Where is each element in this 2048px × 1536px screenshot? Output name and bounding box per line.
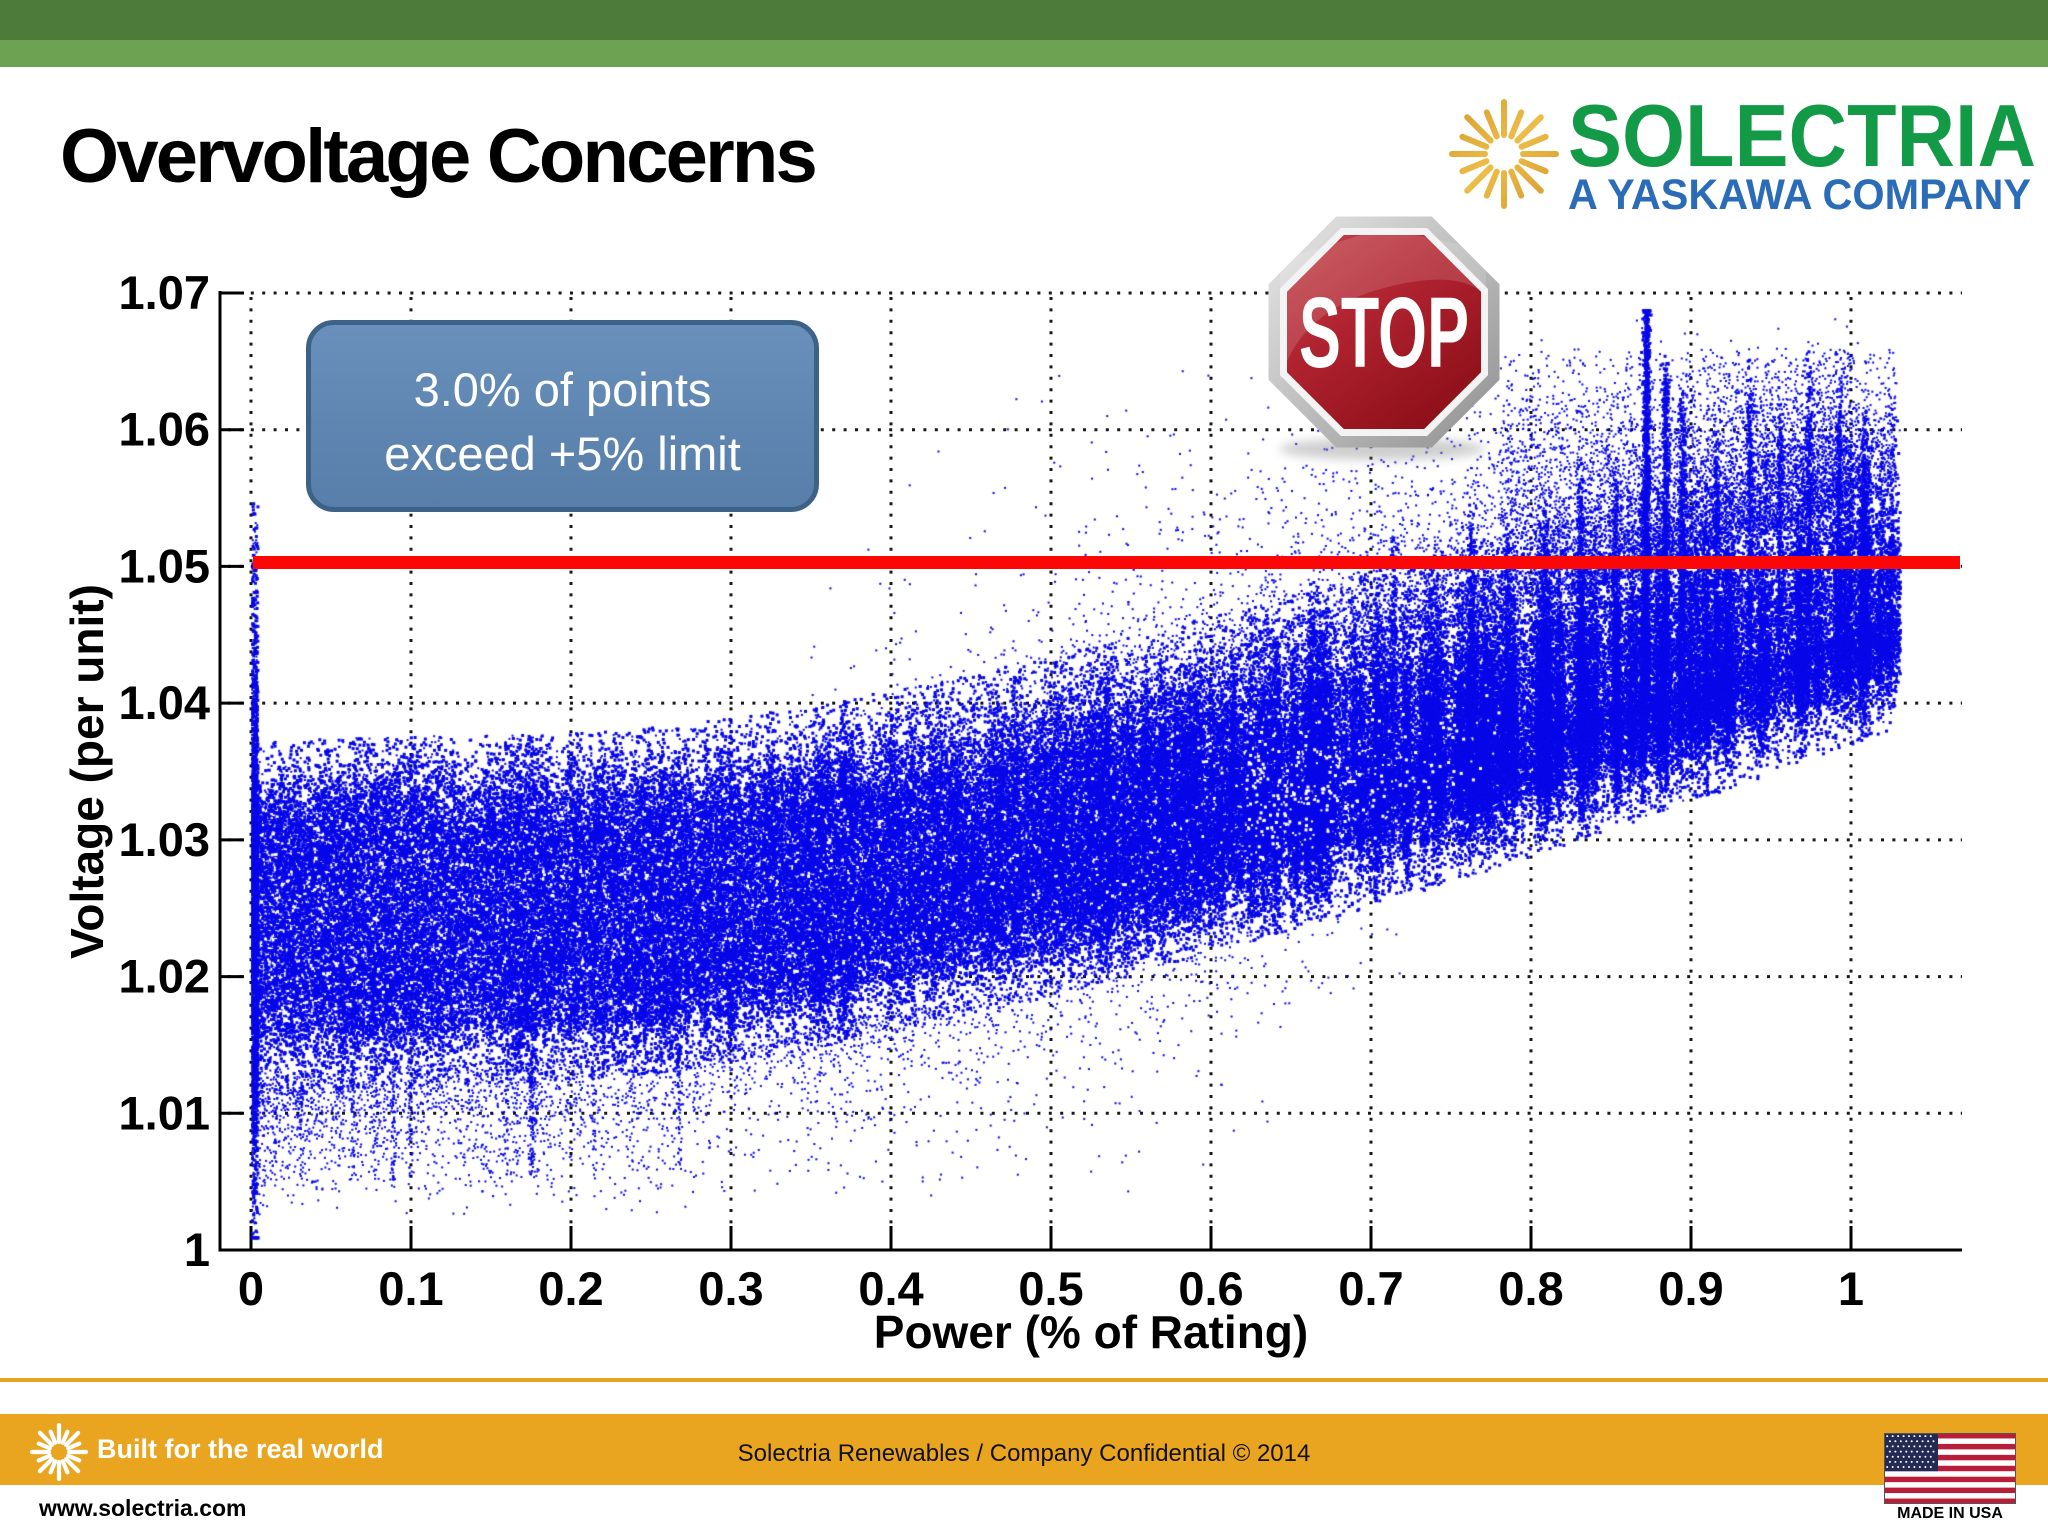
svg-text:Power (% of Rating): Power (% of Rating)	[874, 1306, 1308, 1358]
svg-text:A YASKAWA COMPANY: A YASKAWA COMPANY	[1568, 171, 2031, 219]
svg-text:0.8: 0.8	[1498, 1262, 1563, 1315]
svg-text:STOP: STOP	[1299, 277, 1469, 389]
svg-text:1.01: 1.01	[119, 1086, 210, 1139]
svg-text:1: 1	[184, 1223, 210, 1276]
svg-text:Voltage (per unit): Voltage (per unit)	[61, 584, 113, 959]
svg-text:1.04: 1.04	[119, 676, 210, 729]
svg-text:1.06: 1.06	[119, 403, 210, 456]
svg-text:0.3: 0.3	[698, 1262, 763, 1315]
svg-text:0.5: 0.5	[1018, 1262, 1083, 1315]
svg-text:1.03: 1.03	[119, 813, 210, 866]
svg-text:0: 0	[238, 1262, 264, 1315]
svg-text:1.07: 1.07	[119, 266, 210, 319]
svg-text:0.6: 0.6	[1178, 1262, 1243, 1315]
svg-text:SOLECTRIA: SOLECTRIA	[1568, 86, 2036, 185]
svg-text:0.4: 0.4	[858, 1262, 923, 1315]
svg-text:0.2: 0.2	[538, 1262, 603, 1315]
svg-text:0.9: 0.9	[1658, 1262, 1723, 1315]
svg-text:0.7: 0.7	[1338, 1262, 1403, 1315]
svg-text:1: 1	[1838, 1262, 1864, 1315]
svg-text:1.05: 1.05	[119, 539, 210, 592]
svg-text:0.1: 0.1	[378, 1262, 443, 1315]
svg-text:1.02: 1.02	[119, 950, 210, 1003]
